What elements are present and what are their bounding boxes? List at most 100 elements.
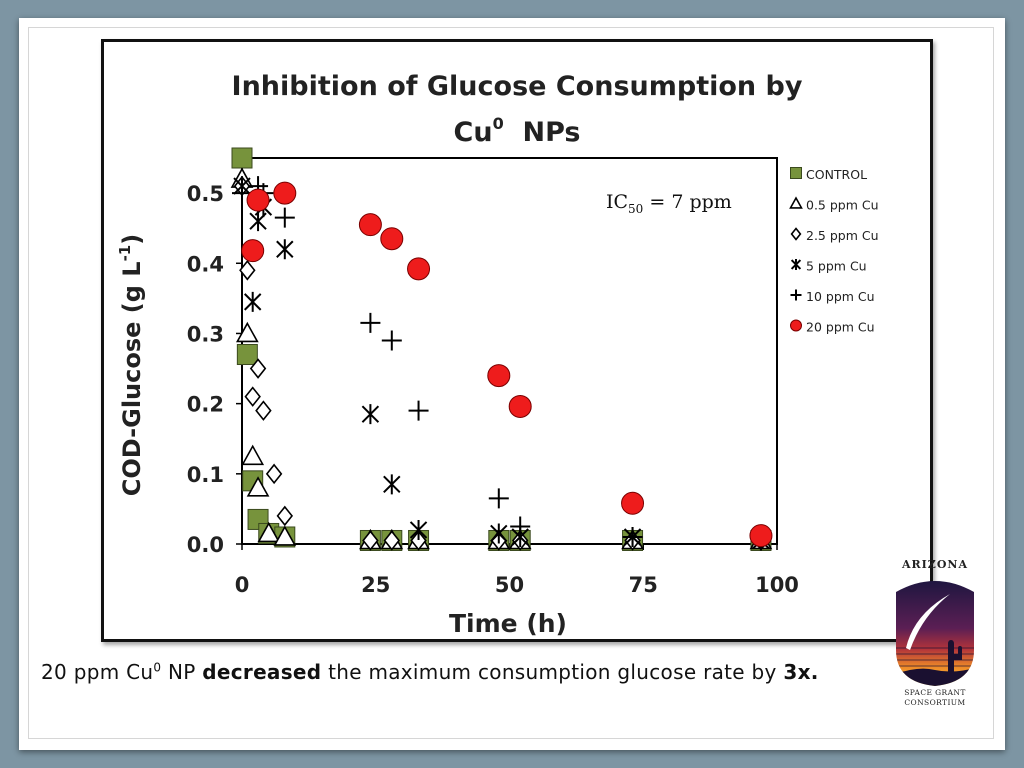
data-point xyxy=(276,505,294,527)
data-point xyxy=(380,227,404,251)
data-point xyxy=(232,183,252,204)
caption-sup: 0 xyxy=(153,660,162,675)
legend: CONTROL 0.5 ppm Cu 2.5 ppm Cu 5 ppm Cu 10 pp… xyxy=(789,167,879,335)
data-point xyxy=(360,312,381,333)
chart-frame: Inhibition of Glucose Consumption by Cu0… xyxy=(101,39,933,642)
caption-part2: NP xyxy=(161,660,203,684)
legend-marker xyxy=(790,319,802,332)
data-point xyxy=(265,463,283,485)
data-point xyxy=(246,476,270,497)
slide-caption: 20 ppm Cu0 NP decreased the maximum cons… xyxy=(41,658,901,686)
plot-layer: 0.0 0.1 0.2 0.3 0.4 0.5 0 25 50 75 100 xyxy=(187,147,799,597)
series-1 xyxy=(230,167,773,550)
x-tick-label: 50 xyxy=(495,573,524,597)
data-point xyxy=(488,488,509,509)
data-point xyxy=(508,394,532,418)
legend-marker xyxy=(790,167,802,179)
data-point xyxy=(383,474,401,495)
y-tick-label: 0.4 xyxy=(187,252,224,276)
data-point xyxy=(241,444,265,466)
legend-marker xyxy=(789,196,803,209)
legend-label: 0.5 ppm Cu xyxy=(806,198,879,213)
legend-label: 2.5 ppm Cu xyxy=(806,228,879,243)
data-point xyxy=(276,239,294,260)
data-point xyxy=(407,257,431,281)
data-point xyxy=(255,400,272,421)
legend-item: 0.5 ppm Cu xyxy=(789,196,879,213)
data-point xyxy=(236,344,258,366)
data-point xyxy=(361,404,380,425)
data-point xyxy=(239,260,256,281)
chart-title-line1: Inhibition of Glucose Consumption by xyxy=(232,71,803,102)
legend-marker xyxy=(790,259,802,270)
data-point xyxy=(622,526,643,547)
legend-item: 10 ppm Cu xyxy=(790,289,875,304)
logo-emblem-icon xyxy=(896,581,974,686)
data-point xyxy=(383,530,401,551)
y-tick-label: 0.0 xyxy=(187,533,224,557)
data-point xyxy=(274,207,295,228)
y-axis-label: COD-Glucose (g L-1) xyxy=(116,234,146,496)
x-tick-label: 0 xyxy=(235,573,250,597)
data-point xyxy=(241,239,265,263)
legend-item: 5 ppm Cu xyxy=(790,259,867,274)
y-tick-label: 0.3 xyxy=(187,322,224,346)
logo-bottom-line1: SPACE GRANT xyxy=(904,688,966,697)
x-tick-label: 100 xyxy=(755,573,799,597)
legend-marker xyxy=(790,289,802,301)
data-point xyxy=(749,524,773,548)
logo-top-text: ARIZONA xyxy=(901,558,969,571)
data-point xyxy=(246,188,270,212)
data-point xyxy=(510,516,531,537)
chart-title-rest: NPs xyxy=(504,117,581,148)
legend-label: 20 ppm Cu xyxy=(806,320,875,335)
series-5 xyxy=(241,181,773,548)
data-point xyxy=(490,523,508,544)
y-tick-label: 0.5 xyxy=(187,182,224,206)
chart-title-cu: Cu xyxy=(454,117,493,148)
legend-item: CONTROL xyxy=(790,167,867,182)
chart-title-line2: Cu0 NPs xyxy=(454,114,581,148)
data-point xyxy=(487,364,511,388)
chart-title-sup: 0 xyxy=(493,114,504,133)
data-point xyxy=(410,530,427,551)
ic50-annotation: IC50 = 7 ppm xyxy=(606,191,732,216)
ic50-sub: 50 xyxy=(628,202,643,216)
data-point xyxy=(244,386,261,407)
data-point xyxy=(249,358,267,379)
legend-item: 2.5 ppm Cu xyxy=(790,227,879,243)
data-point xyxy=(408,400,429,421)
data-point xyxy=(621,491,645,515)
arizona-space-grant-logo: ARIZONA SPACE GRANT CONSORTIUM xyxy=(888,558,982,714)
data-point xyxy=(257,521,281,543)
data-point xyxy=(358,213,382,237)
chart-svg: Inhibition of Glucose Consumption by Cu0… xyxy=(116,71,879,638)
caption-part3: the maximum consumption glucose rate by xyxy=(321,660,784,684)
x-tick-label: 75 xyxy=(629,573,658,597)
ic50-base: IC xyxy=(606,191,628,213)
data-point xyxy=(243,291,262,312)
series-3 xyxy=(233,176,770,551)
x-axis-label: Time (h) xyxy=(449,609,567,638)
y-tick-label: 0.1 xyxy=(187,463,224,487)
legend-label: 10 ppm Cu xyxy=(806,289,875,304)
data-point xyxy=(273,525,297,546)
slide-border xyxy=(28,27,994,739)
ic50-rest: = 7 ppm xyxy=(643,191,731,213)
y-tick-label: 0.2 xyxy=(187,393,224,417)
y-axis-label-base: COD-Glucose (g L xyxy=(118,261,146,496)
logo-bottom-line2: CONSORTIUM xyxy=(904,698,966,707)
series-2 xyxy=(233,175,770,551)
legend-item: 20 ppm Cu xyxy=(790,319,875,335)
legend-label: 5 ppm Cu xyxy=(806,259,867,274)
caption-part1: 20 ppm Cu xyxy=(41,660,154,684)
y-axis-label-end: ) xyxy=(118,234,146,245)
caption-bold2: 3x. xyxy=(783,660,819,684)
x-tick-label: 25 xyxy=(361,573,390,597)
y-axis-label-sup: -1 xyxy=(116,245,134,262)
plot-area-border xyxy=(241,157,778,545)
series-4 xyxy=(232,176,771,551)
legend-label: CONTROL xyxy=(806,167,867,182)
data-point xyxy=(235,321,259,343)
data-point xyxy=(362,530,379,551)
